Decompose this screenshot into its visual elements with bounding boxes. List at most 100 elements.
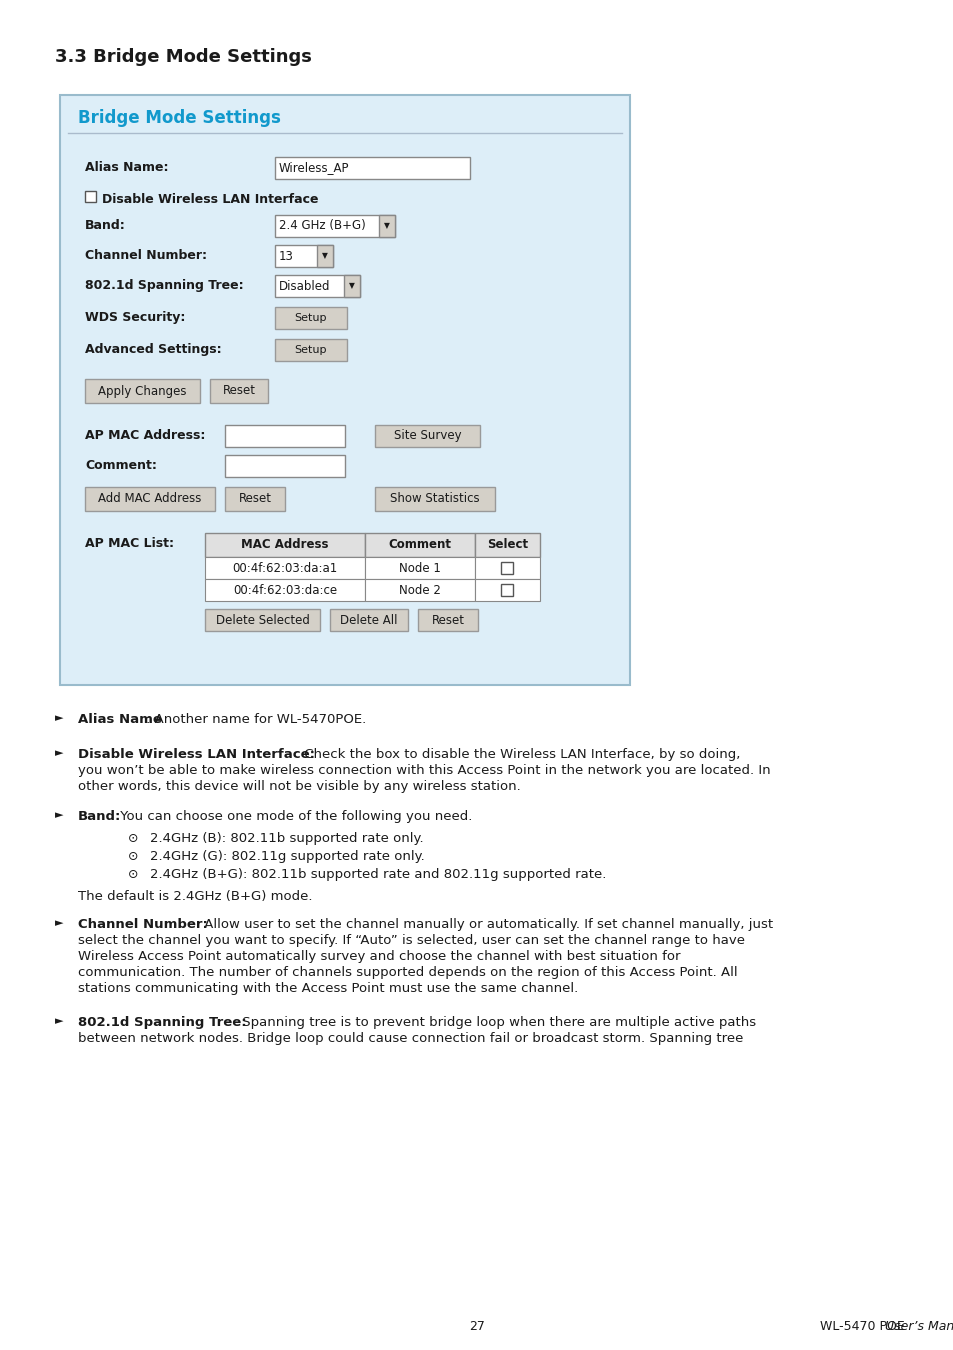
Text: Apply Changes: Apply Changes <box>98 385 187 397</box>
Bar <box>417 609 477 630</box>
Text: Channel Number:: Channel Number: <box>78 918 208 932</box>
Text: AP MAC List:: AP MAC List: <box>85 537 173 549</box>
Bar <box>60 95 629 684</box>
Text: 2.4GHz (B+G): 802.11b supported rate and 802.11g supported rate.: 2.4GHz (B+G): 802.11b supported rate and… <box>150 868 606 882</box>
Text: communication. The number of channels supported depends on the region of this Ac: communication. The number of channels su… <box>78 967 737 979</box>
Bar <box>205 533 365 558</box>
Text: Comment:: Comment: <box>85 459 156 472</box>
Text: Alias Name: Alias Name <box>78 713 162 726</box>
Text: 13: 13 <box>278 250 294 262</box>
Text: 2.4GHz (B): 802.11b supported rate only.: 2.4GHz (B): 802.11b supported rate only. <box>150 832 423 845</box>
Text: ⊙: ⊙ <box>128 832 138 845</box>
Bar <box>225 425 345 447</box>
Text: Setup: Setup <box>294 313 327 323</box>
Text: 2.4 GHz (B+G): 2.4 GHz (B+G) <box>278 220 365 232</box>
Text: 2.4GHz (G): 802.11g supported rate only.: 2.4GHz (G): 802.11g supported rate only. <box>150 850 424 863</box>
Text: Band:: Band: <box>78 810 121 824</box>
Bar <box>274 306 347 329</box>
Bar <box>330 609 408 630</box>
Text: Disabled: Disabled <box>278 279 330 293</box>
Bar <box>365 579 475 601</box>
Text: : Another name for WL-5470POE.: : Another name for WL-5470POE. <box>146 713 366 726</box>
Text: Select: Select <box>486 539 528 552</box>
Text: 802.1d Spanning Tree:: 802.1d Spanning Tree: <box>85 279 243 292</box>
Bar <box>85 487 214 512</box>
Text: between network nodes. Bridge loop could cause connection fail or broadcast stor: between network nodes. Bridge loop could… <box>78 1031 742 1045</box>
Text: Channel Number:: Channel Number: <box>85 248 207 262</box>
Text: Add MAC Address: Add MAC Address <box>98 493 201 505</box>
Text: ⊙: ⊙ <box>128 850 138 863</box>
Bar <box>274 244 333 267</box>
Bar <box>344 275 359 297</box>
Text: 3.3 Bridge Mode Settings: 3.3 Bridge Mode Settings <box>55 49 312 66</box>
Bar <box>205 579 365 601</box>
Text: Wireless_AP: Wireless_AP <box>278 162 349 174</box>
Text: You can choose one mode of the following you need.: You can choose one mode of the following… <box>116 810 472 824</box>
Text: User’s Manual: User’s Manual <box>884 1320 953 1332</box>
Bar <box>274 339 347 360</box>
Bar <box>274 215 395 238</box>
Text: other words, this device will not be visible by any wireless station.: other words, this device will not be vis… <box>78 780 520 792</box>
Bar <box>274 157 470 180</box>
Text: Band:: Band: <box>85 219 126 232</box>
Text: Reset: Reset <box>431 613 464 626</box>
Bar <box>274 275 359 297</box>
Bar <box>475 558 539 579</box>
Text: 802.1d Spanning Tree:: 802.1d Spanning Tree: <box>78 1017 247 1029</box>
Text: Reset: Reset <box>238 493 272 505</box>
Text: Advanced Settings:: Advanced Settings: <box>85 343 221 356</box>
Text: you won’t be able to make wireless connection with this Access Point in the netw: you won’t be able to make wireless conne… <box>78 764 770 778</box>
Bar <box>316 244 333 267</box>
Text: Spanning tree is to prevent bridge loop when there are multiple active paths: Spanning tree is to prevent bridge loop … <box>237 1017 756 1029</box>
Bar <box>365 533 475 558</box>
Bar <box>225 487 285 512</box>
Bar <box>501 585 513 595</box>
Text: MAC Address: MAC Address <box>241 539 329 552</box>
Bar <box>378 215 395 238</box>
Text: Site Survey: Site Survey <box>394 429 461 443</box>
Text: ▼: ▼ <box>349 282 355 290</box>
Text: ►: ► <box>55 713 64 724</box>
Text: ►: ► <box>55 748 64 757</box>
Text: 00:4f:62:03:da:a1: 00:4f:62:03:da:a1 <box>233 562 337 575</box>
Bar <box>205 558 365 579</box>
Text: Allow user to set the channel manually or automatically. If set channel manually: Allow user to set the channel manually o… <box>200 918 772 932</box>
Text: Reset: Reset <box>222 385 255 397</box>
Text: AP MAC Address:: AP MAC Address: <box>85 429 205 441</box>
Text: Disable Wireless LAN Interface:: Disable Wireless LAN Interface: <box>78 748 314 761</box>
Text: WDS Security:: WDS Security: <box>85 310 185 324</box>
Text: Check the box to disable the Wireless LAN Interface, by so doing,: Check the box to disable the Wireless LA… <box>299 748 740 761</box>
Bar <box>475 579 539 601</box>
Text: Node 2: Node 2 <box>398 583 440 597</box>
Bar <box>375 487 495 512</box>
Text: ►: ► <box>55 1017 64 1026</box>
Text: The default is 2.4GHz (B+G) mode.: The default is 2.4GHz (B+G) mode. <box>78 890 313 903</box>
Text: Alias Name:: Alias Name: <box>85 161 169 174</box>
Text: ►: ► <box>55 918 64 927</box>
Text: Node 1: Node 1 <box>398 562 440 575</box>
Text: 00:4f:62:03:da:ce: 00:4f:62:03:da:ce <box>233 583 336 597</box>
Bar <box>85 190 96 202</box>
Bar <box>210 379 268 404</box>
Text: stations communicating with the Access Point must use the same channel.: stations communicating with the Access P… <box>78 981 578 995</box>
Bar <box>365 558 475 579</box>
Text: ►: ► <box>55 810 64 819</box>
Text: Comment: Comment <box>388 539 451 552</box>
Bar <box>501 562 513 574</box>
Text: Show Statistics: Show Statistics <box>390 493 479 505</box>
Text: Wireless Access Point automatically survey and choose the channel with best situ: Wireless Access Point automatically surv… <box>78 950 679 963</box>
Text: select the channel you want to specify. If “Auto” is selected, user can set the : select the channel you want to specify. … <box>78 934 744 946</box>
Text: ▼: ▼ <box>322 251 328 261</box>
Bar <box>205 609 319 630</box>
Bar <box>375 425 479 447</box>
Text: Disable Wireless LAN Interface: Disable Wireless LAN Interface <box>102 193 318 207</box>
Text: 27: 27 <box>469 1320 484 1332</box>
Text: Delete Selected: Delete Selected <box>215 613 309 626</box>
Bar <box>475 533 539 558</box>
Text: Setup: Setup <box>294 346 327 355</box>
Text: ▼: ▼ <box>384 221 390 231</box>
Text: WL-5470 POE: WL-5470 POE <box>820 1320 908 1332</box>
Text: ⊙: ⊙ <box>128 868 138 882</box>
Bar <box>225 455 345 477</box>
Text: Delete All: Delete All <box>340 613 397 626</box>
